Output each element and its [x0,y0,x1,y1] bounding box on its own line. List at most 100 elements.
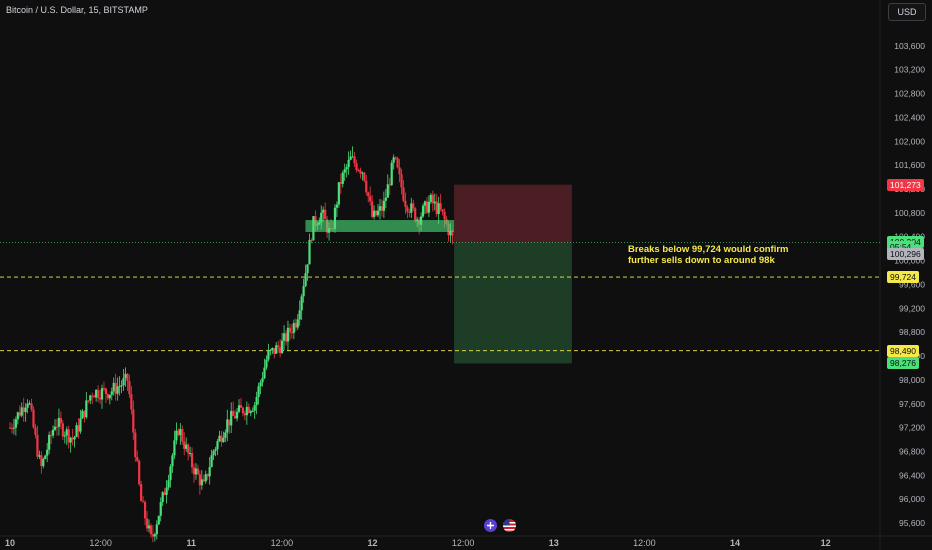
candle-body [165,487,168,495]
y-tick-label: 95,600 [899,518,925,528]
candle-body [304,273,307,287]
y-tick-label: 97,600 [899,399,925,409]
candle-body [134,432,137,458]
candle-body [38,455,41,457]
y-tick-label: 100,800 [894,208,925,218]
candle-body [224,432,227,438]
candle-body [171,455,174,467]
x-tick-label: 11 [186,538,196,548]
candle-body [51,429,55,436]
x-tick-label: 12:00 [89,538,112,548]
candle-body [412,203,415,209]
candle-body [138,460,141,485]
candle-body [188,452,192,454]
candle-body [83,410,86,418]
candle-body [118,385,121,387]
plus-circle-icon[interactable] [484,519,497,532]
take-profit-zone [454,242,572,364]
y-tick-label: 103,200 [894,65,925,75]
candle-body [300,296,303,311]
candle-body [69,437,72,443]
candle-body [290,332,293,334]
y-tick-label: 96,800 [899,446,925,456]
candle-body [226,419,229,433]
candle-body [372,210,376,217]
candle-body [390,162,393,186]
candle-body [106,394,109,399]
candle-body [347,159,350,168]
candle-body [408,211,411,213]
support-zone [305,220,455,232]
candle-body [216,441,219,450]
x-tick-label: 14 [730,538,740,548]
y-tick-label: 96,000 [899,494,925,504]
candle-body [210,455,213,468]
candle-body [267,350,270,360]
candle-body [12,427,16,429]
candle-body [367,192,370,197]
candle-body [324,209,327,220]
us-flag-icon[interactable] [503,519,516,532]
candle-body [253,405,256,411]
chart-annotation[interactable]: Breaks below 99,724 would confirm furthe… [628,244,789,266]
candle-body [67,429,70,443]
price-badge: 101,273 [887,178,924,191]
candle-body [124,373,127,379]
candle-body [237,405,241,412]
price-badge: 98,276 [887,357,919,370]
candle-body [257,386,260,398]
annotation-line-1: Breaks below 99,724 would confirm [628,244,789,255]
y-tick-label: 103,600 [894,41,925,51]
candle-body [234,415,237,419]
candle-body [222,437,225,442]
candle-body [249,411,252,413]
candle-body [175,430,178,441]
candle-body [437,203,440,215]
candle-body [277,345,280,348]
candle-body [65,429,68,436]
candle-body [406,207,409,212]
candle-body [339,182,342,184]
candle-body [145,518,149,529]
candle-body [288,327,292,333]
candle-body [181,429,184,442]
candle-body [386,184,389,198]
candle-body [32,409,35,428]
candle-body [46,449,49,456]
candle-body [220,435,223,442]
candle-body [59,417,62,424]
x-tick-label: 13 [549,538,559,548]
candle-body [75,425,78,437]
candle-body [202,479,205,482]
candle-body [10,427,14,429]
candle-body [271,348,274,351]
candle-body [36,434,39,457]
candle-body [126,373,129,382]
candle-body [153,534,156,537]
candle-body [63,435,66,437]
candle-body [161,492,164,503]
candle-body [198,474,201,486]
candle-body [269,350,272,352]
x-tick-label: 12 [821,538,831,548]
candle-body [451,230,454,236]
candle-body [30,403,33,410]
candle-body [163,492,166,495]
candle-body [98,397,102,400]
candle-body [363,172,366,181]
candle-body [206,474,209,477]
candle-body [302,286,305,297]
candle-body [275,345,278,354]
candle-body [279,347,282,354]
currency-button[interactable]: USD [888,3,926,21]
candle-body [410,203,413,213]
candle-body [355,163,358,171]
candle-body [369,196,372,202]
candle-body [87,400,90,402]
candle-body [439,203,442,210]
candle-body [337,182,340,205]
candle-body [280,340,284,354]
y-tick-label: 102,400 [894,112,925,122]
candle-body [120,385,123,387]
